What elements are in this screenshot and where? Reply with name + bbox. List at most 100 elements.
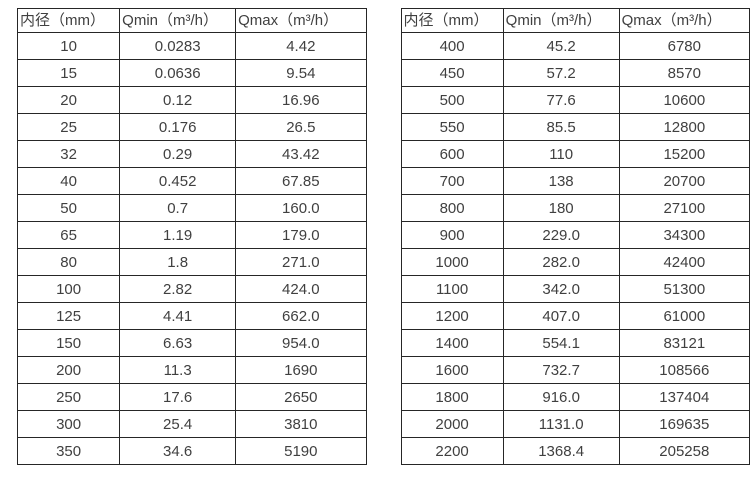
table-cell: 1.19 bbox=[119, 221, 237, 249]
table-cell: 43.42 bbox=[235, 140, 367, 168]
table-cell: 1400 bbox=[400, 329, 504, 357]
table-cell: 282.0 bbox=[502, 248, 620, 276]
table-cell: 4.41 bbox=[119, 302, 237, 330]
table-cell: 25 bbox=[16, 113, 121, 141]
table-cell: 300 bbox=[16, 410, 121, 438]
table-cell: 1000 bbox=[400, 248, 504, 276]
flow-table-large-diameters: 内径（mm） Qmin（m³/h） Qmax（m³/h） 400 45.2 6780 45… bbox=[400, 8, 750, 465]
table-cell: 20 bbox=[16, 86, 121, 114]
table-cell: 32 bbox=[16, 140, 121, 168]
table-row: 1200 407.0 61000 bbox=[400, 302, 750, 330]
table-cell: 0.12 bbox=[119, 86, 237, 114]
table-cell: 350 bbox=[16, 437, 121, 465]
table-row: 200 11.3 1690 bbox=[16, 356, 367, 384]
table-cell: 83121 bbox=[618, 329, 750, 357]
table-cell: 1600 bbox=[400, 356, 504, 384]
table-row: 25 0.176 26.5 bbox=[16, 113, 367, 141]
table-cell: 1100 bbox=[400, 275, 504, 303]
table-row: 1800 916.0 137404 bbox=[400, 383, 750, 411]
table-row: 900 229.0 34300 bbox=[400, 221, 750, 249]
table-cell: 179.0 bbox=[235, 221, 367, 249]
table-cell: 67.85 bbox=[235, 167, 367, 195]
table-cell: 125 bbox=[16, 302, 121, 330]
column-header: Qmax（m³/h） bbox=[618, 8, 750, 33]
table-cell: 20700 bbox=[618, 167, 750, 195]
table-cell: 5190 bbox=[235, 437, 367, 465]
table-cell: 916.0 bbox=[502, 383, 620, 411]
table-row: 1400 554.1 83121 bbox=[400, 329, 750, 357]
table-cell: 450 bbox=[400, 59, 504, 87]
table-row: 550 85.5 12800 bbox=[400, 113, 750, 141]
table-cell: 45.2 bbox=[502, 32, 620, 60]
table-row: 350 34.6 5190 bbox=[16, 437, 367, 465]
table-cell: 2000 bbox=[400, 410, 504, 438]
table-cell: 57.2 bbox=[502, 59, 620, 87]
table-cell: 2650 bbox=[235, 383, 367, 411]
header-row: 内径（mm） Qmin（m³/h） Qmax（m³/h） bbox=[16, 8, 367, 33]
table-row: 2000 1131.0 169635 bbox=[400, 410, 750, 438]
table-cell: 500 bbox=[400, 86, 504, 114]
table-cell: 27100 bbox=[618, 194, 750, 222]
table-cell: 200 bbox=[16, 356, 121, 384]
table-cell: 732.7 bbox=[502, 356, 620, 384]
table-cell: 85.5 bbox=[502, 113, 620, 141]
table-cell: 15 bbox=[16, 59, 121, 87]
table-cell: 1200 bbox=[400, 302, 504, 330]
table-cell: 1.8 bbox=[119, 248, 237, 276]
table-cell: 10 bbox=[16, 32, 121, 60]
table-row: 1100 342.0 51300 bbox=[400, 275, 750, 303]
table-cell: 100 bbox=[16, 275, 121, 303]
table-body: 10 0.0283 4.42 15 0.0636 9.54 20 0.12 16.96 25 0.1… bbox=[16, 32, 367, 465]
table-body: 400 45.2 6780 450 57.2 8570 500 77.6 10600 550 85.… bbox=[400, 32, 750, 465]
table-cell: 0.0283 bbox=[119, 32, 237, 60]
table-row: 700 138 20700 bbox=[400, 167, 750, 195]
table-cell: 108566 bbox=[618, 356, 750, 384]
table-cell: 4.42 bbox=[235, 32, 367, 60]
table-cell: 169635 bbox=[618, 410, 750, 438]
table-cell: 160.0 bbox=[235, 194, 367, 222]
table-row: 15 0.0636 9.54 bbox=[16, 59, 367, 87]
table-row: 10 0.0283 4.42 bbox=[16, 32, 367, 60]
table-cell: 34.6 bbox=[119, 437, 237, 465]
column-header: Qmin（m³/h） bbox=[119, 8, 237, 33]
table-cell: 34300 bbox=[618, 221, 750, 249]
flow-table-small-diameters: 内径（mm） Qmin（m³/h） Qmax（m³/h） 10 0.0283 4.42 1… bbox=[16, 8, 367, 465]
table-row: 20 0.12 16.96 bbox=[16, 86, 367, 114]
table-cell: 271.0 bbox=[235, 248, 367, 276]
table-cell: 65 bbox=[16, 221, 121, 249]
table-row: 450 57.2 8570 bbox=[400, 59, 750, 87]
table-cell: 10600 bbox=[618, 86, 750, 114]
table-cell: 26.5 bbox=[235, 113, 367, 141]
table-cell: 137404 bbox=[618, 383, 750, 411]
table-cell: 424.0 bbox=[235, 275, 367, 303]
table-cell: 15200 bbox=[618, 140, 750, 168]
table-cell: 229.0 bbox=[502, 221, 620, 249]
table-cell: 42400 bbox=[618, 248, 750, 276]
table-cell: 554.1 bbox=[502, 329, 620, 357]
table-row: 400 45.2 6780 bbox=[400, 32, 750, 60]
table-cell: 1800 bbox=[400, 383, 504, 411]
table-row: 500 77.6 10600 bbox=[400, 86, 750, 114]
flow-rate-tables-container: 内径（mm） Qmin（m³/h） Qmax（m³/h） 10 0.0283 4.42 1… bbox=[16, 8, 750, 465]
table-row: 300 25.4 3810 bbox=[16, 410, 367, 438]
table-cell: 600 bbox=[400, 140, 504, 168]
table-cell: 77.6 bbox=[502, 86, 620, 114]
table-cell: 40 bbox=[16, 167, 121, 195]
table-row: 125 4.41 662.0 bbox=[16, 302, 367, 330]
table-row: 1000 282.0 42400 bbox=[400, 248, 750, 276]
table-cell: 1368.4 bbox=[502, 437, 620, 465]
table-cell: 0.176 bbox=[119, 113, 237, 141]
table-cell: 400 bbox=[400, 32, 504, 60]
table-cell: 6.63 bbox=[119, 329, 237, 357]
table-cell: 205258 bbox=[618, 437, 750, 465]
table-row: 32 0.29 43.42 bbox=[16, 140, 367, 168]
table-cell: 51300 bbox=[618, 275, 750, 303]
column-header: 内径（mm） bbox=[16, 8, 121, 33]
table-cell: 50 bbox=[16, 194, 121, 222]
table-cell: 80 bbox=[16, 248, 121, 276]
table-cell: 0.29 bbox=[119, 140, 237, 168]
table-row: 800 180 27100 bbox=[400, 194, 750, 222]
table-cell: 12800 bbox=[618, 113, 750, 141]
table-cell: 17.6 bbox=[119, 383, 237, 411]
table-cell: 3810 bbox=[235, 410, 367, 438]
